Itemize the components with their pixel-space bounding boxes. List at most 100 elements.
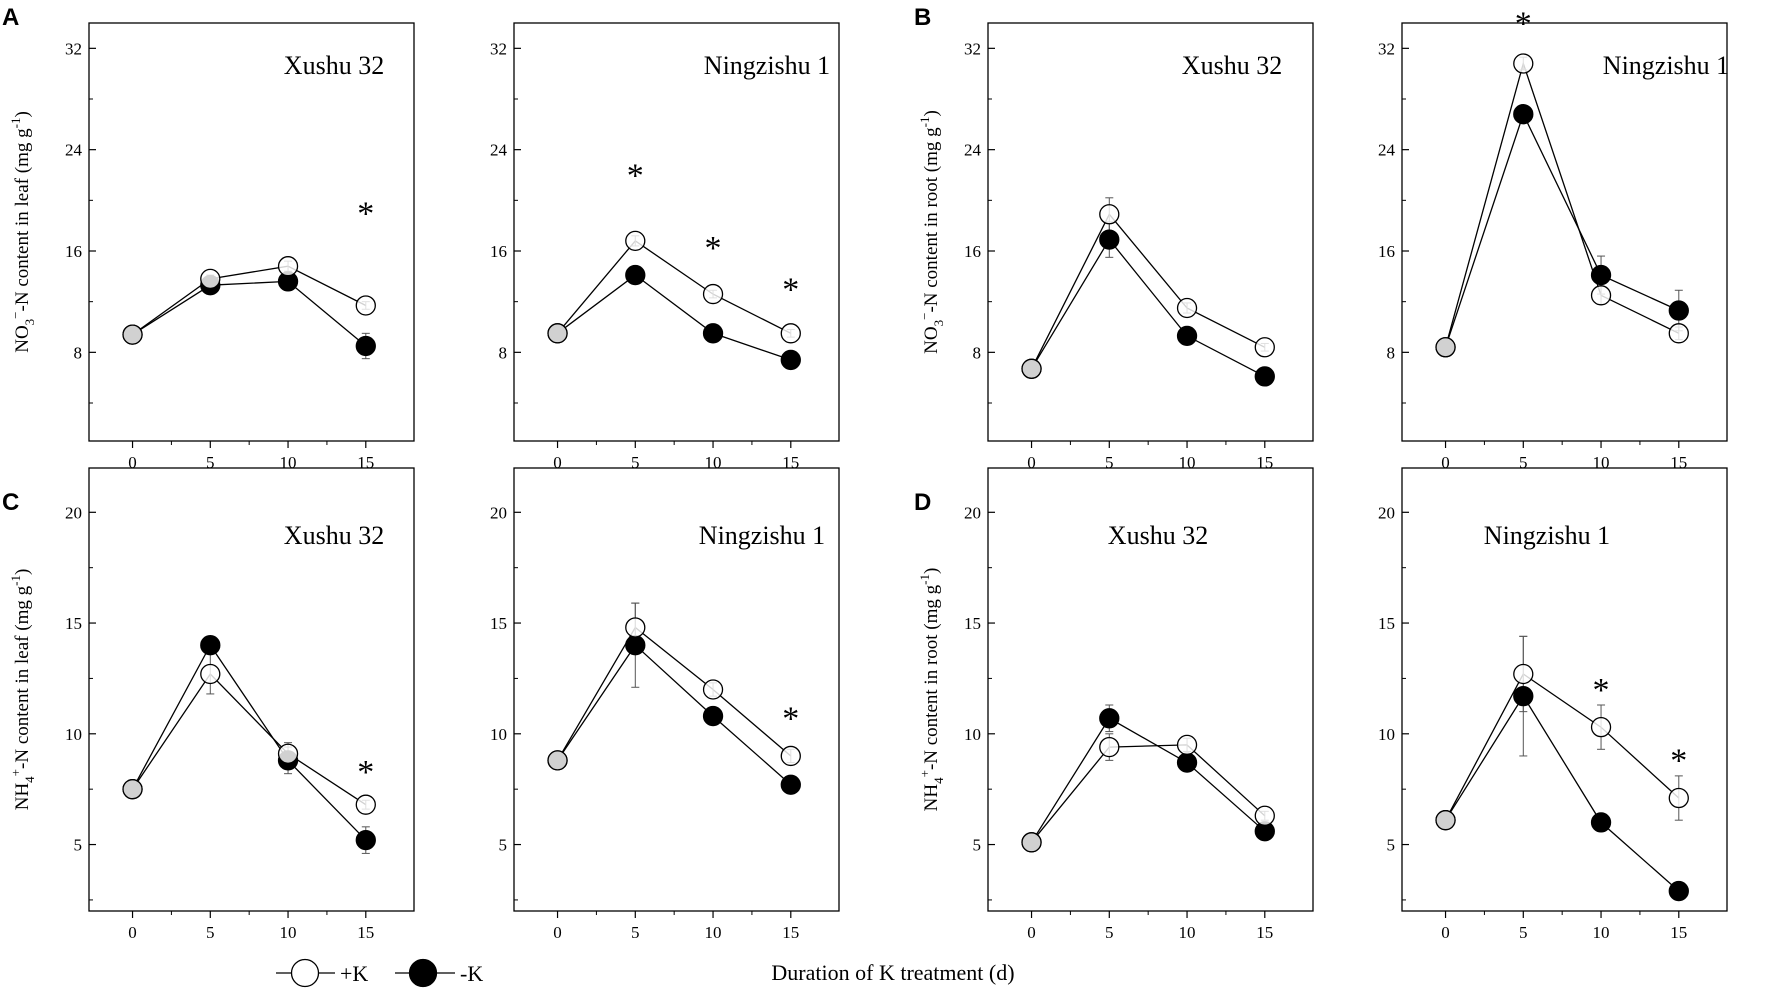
data-point-plusk [277,743,299,764]
cultivar-label: Xushu 32 [1108,521,1208,550]
panel-group-d: D NH4+-N content in root (mg g-1) 5 10 15 20 0… [914,467,1728,942]
significance-star: * [1593,672,1610,709]
y-tick-label: 10 [65,725,82,744]
cultivar-label: Xushu 32 [284,521,384,550]
data-point-minusk [1590,264,1612,286]
data-point-minusk [1099,708,1120,729]
data-point-plusk [1021,832,1042,853]
y-tick-label: 8 [973,343,982,362]
y-tick-label: 8 [1387,343,1396,362]
y-tick-label: 32 [1378,39,1395,58]
series-line-minusk [131,643,367,841]
y-axis-label-c: NH4+-N content in leaf (mg g-1) [8,569,37,811]
cultivar-label: Ningzishu 1 [704,51,830,80]
y-tick-label: 24 [65,141,83,160]
series-line-plusk [1030,213,1266,370]
data-point-minusk [1668,300,1689,321]
data-point-plusk [1099,736,1120,758]
legend-minusk-label: -K [460,961,483,986]
data-point-minusk [355,829,376,851]
x-tick-label: 15 [1670,923,1687,942]
plot-panel-d-2: 5 10 15 20 0 5 10 15 Ningzishu 1 * * [1378,467,1728,942]
data-point-plusk [277,256,299,277]
series-line-plusk [557,240,792,334]
y-tick-label: 5 [499,836,508,855]
panel-layer: A NO3−-N content in leaf (mg g-1) 8 16 24 32 0… [2,4,1729,942]
y-tick-label: 16 [65,242,82,261]
panel-group-c: C NH4+-N content in leaf (mg g-1) 5 10 15 20 0… [2,467,840,942]
x-tick-label: 10 [705,453,722,472]
series-line-minusk [1030,238,1266,377]
cultivar-label: Xushu 32 [284,51,384,80]
data-point-minusk [1590,812,1612,833]
data-point-plusk [1590,285,1612,306]
y-axis-label-a: NO3−-N content in leaf (mg g-1) [8,111,37,353]
x-tick-label: 15 [357,923,374,942]
data-point-plusk [625,230,646,252]
data-point-plusk [1668,787,1689,809]
data-point-plusk [1513,53,1534,74]
data-point-plusk [200,663,221,685]
plot-panel-d-1: 5 10 15 20 0 5 10 15 Xushu 32 [964,467,1314,942]
series-line-plusk [1444,61,1680,348]
panel-letter-d: D [914,489,931,516]
y-tick-label: 10 [490,725,507,744]
y-tick-label: 8 [74,343,83,362]
y-tick-label: 5 [1387,836,1396,855]
y-tick-label: 20 [1378,503,1395,522]
x-tick-label: 15 [1256,923,1273,942]
y-tick-label: 20 [964,503,981,522]
x-tick-label: 15 [782,923,799,942]
legend-plusk-marker [290,958,320,988]
plot-frame [513,467,840,912]
series-line-plusk [1030,744,1266,843]
x-tick-label: 5 [631,453,640,472]
data-point-minusk [625,635,646,656]
data-point-plusk [702,283,724,305]
data-point-plusk [547,323,568,344]
y-tick-label: 24 [1378,141,1396,160]
data-point-plusk [355,794,376,815]
x-tick-label: 10 [1179,453,1196,472]
data-point-minusk [625,264,646,286]
significance-star: * [705,230,722,267]
plot-panel-c-1: 5 10 15 20 0 5 10 15 Xushu 32 * [65,467,415,942]
plot-panel-b-2: 8 16 24 32 0 5 10 15 Ningzishu 1 * [1378,6,1729,472]
data-point-plusk [1176,734,1198,756]
data-point-minusk [1668,880,1689,902]
y-tick-label: 32 [65,39,82,58]
significance-star: * [357,754,374,791]
significance-star: * [1670,743,1687,780]
data-point-plusk [200,268,221,290]
panel-letter-c: C [2,489,19,516]
plot-frame [1401,467,1728,912]
data-point-plusk [1435,337,1456,358]
plot-panel-a-2: 8 16 24 32 0 5 10 15 Ningzishu 1 * * * [490,22,840,472]
data-point-plusk [1435,810,1456,831]
plot-frame [88,22,415,442]
significance-star: * [782,272,799,309]
y-tick-label: 5 [74,836,83,855]
x-tick-label: 5 [1105,923,1114,942]
y-tick-label: 15 [490,614,507,633]
series-line-minusk [557,274,792,361]
plot-panel-c-2: 5 10 15 20 0 5 10 15 Ningzishu 1 * [490,467,840,942]
plot-frame [88,467,415,912]
data-point-minusk [200,635,221,656]
data-point-plusk [1021,358,1042,379]
y-tick-label: 16 [490,242,507,261]
legend: +K -K [276,958,483,988]
x-tick-label: 0 [553,453,562,472]
data-point-plusk [1668,323,1689,344]
data-point-minusk [702,705,724,727]
data-point-plusk [702,679,724,700]
y-tick-label: 8 [499,343,508,362]
data-point-plusk [547,750,568,771]
significance-star: * [627,158,644,195]
data-point-minusk [1254,366,1275,387]
data-point-minusk [355,335,376,357]
data-point-minusk [1176,752,1198,773]
y-tick-label: 32 [490,39,507,58]
data-point-minusk [780,349,801,371]
